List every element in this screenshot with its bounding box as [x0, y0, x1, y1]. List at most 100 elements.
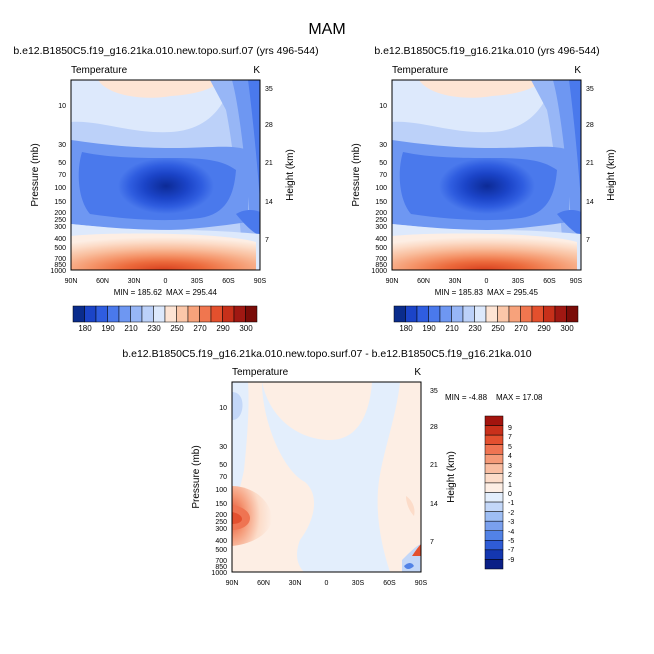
colorbar-swatch — [531, 305, 544, 323]
y-tick-label: 300 — [54, 224, 66, 231]
figure-title: MAM — [308, 21, 345, 38]
colorbar-swatch — [484, 434, 504, 445]
colorbar-swatch — [416, 305, 429, 323]
colorbar-label: 300 — [239, 324, 253, 333]
x-tick-label: 60N — [96, 278, 109, 285]
y2-tick-label: 7 — [265, 237, 269, 244]
y2-tick-label: 28 — [265, 122, 273, 129]
colorbar-swatch — [164, 305, 177, 323]
y-tick-label: 150 — [54, 199, 66, 206]
y2-tick-label: 21 — [265, 160, 273, 167]
colorbar-label: -5 — [508, 538, 514, 545]
colorbar-label: 210 — [445, 324, 459, 333]
x-tick-label: 30S — [512, 278, 525, 285]
y-tick-label: 500 — [215, 547, 227, 554]
y-tick-label: 500 — [375, 245, 387, 252]
colorbar-swatch — [72, 305, 85, 323]
panel-1-title: b.e12.B1850C5.f19_g16.21ka.010.new.topo.… — [13, 45, 318, 57]
colorbar-swatch — [84, 305, 97, 323]
y-tick-label: 70 — [379, 172, 387, 179]
y-tick-label: 400 — [54, 236, 66, 243]
panel-3-max: MAX = 17.08 — [496, 393, 543, 402]
panel-3-field — [232, 382, 421, 572]
colorbar-swatch — [95, 305, 108, 323]
y-tick-label: 250 — [375, 217, 387, 224]
colorbar-label: 3 — [508, 463, 512, 470]
panel-2-y2label: Height (km) — [606, 149, 617, 201]
colorbar-label: 290 — [537, 324, 551, 333]
panel-3-y2label: Height (km) — [446, 451, 457, 503]
colorbar-swatch — [484, 549, 504, 560]
colorbar-swatch — [405, 305, 418, 323]
colorbar-swatch — [141, 305, 154, 323]
panel-1: b.e12.B1850C5.f19_g16.21ka.010.new.topo.… — [13, 45, 318, 297]
colorbar-swatch — [484, 463, 504, 474]
x-tick-label: 0 — [164, 278, 168, 285]
y2-tick-label: 14 — [265, 199, 273, 206]
colorbar-label: 9 — [508, 425, 512, 432]
x-tick-label: 60N — [417, 278, 430, 285]
colorbar-swatch — [199, 305, 212, 323]
y2-tick-label: 7 — [430, 539, 434, 546]
y-tick-label: 150 — [215, 501, 227, 508]
y-tick-label: 10 — [379, 103, 387, 110]
colorbar-label: 270 — [514, 324, 528, 333]
colorbar-label: 4 — [508, 453, 512, 460]
colorbar-swatch — [484, 444, 504, 455]
colorbar-label: -3 — [508, 519, 514, 526]
x-tick-label: 90N — [386, 278, 399, 285]
panel-1-units: K — [253, 65, 260, 76]
colorbar-label: 1 — [508, 482, 512, 489]
panel-1-y2-ticks: 35 28 21 14 7 — [265, 86, 273, 244]
y-tick-label: 50 — [219, 462, 227, 469]
colorbar-swatch — [484, 559, 504, 570]
y-tick-label: 850 — [375, 262, 387, 269]
panel-2-ylabel: Pressure (mb) — [351, 143, 362, 206]
colorbar-label: 300 — [560, 324, 574, 333]
x-tick-label: 90S — [415, 580, 428, 587]
panel-2-y2-ticks: 35 28 21 14 7 — [586, 86, 594, 244]
panel-2-field — [392, 80, 581, 270]
colorbar-panel-1-labels: 180 190 210 230 250 270 290 300 — [78, 324, 253, 333]
y-tick-label: 30 — [379, 142, 387, 149]
panel-3-units: K — [414, 367, 421, 378]
colorbar-swatch — [484, 454, 504, 465]
colorbar-swatch — [485, 305, 498, 323]
panel-1-ylabel: Pressure (mb) — [30, 143, 41, 206]
colorbar-label: 2 — [508, 472, 512, 479]
colorbar-swatch — [484, 482, 504, 493]
y2-tick-label: 21 — [430, 462, 438, 469]
x-tick-label: 30N — [128, 278, 141, 285]
colorbar-swatch — [439, 305, 452, 323]
colorbar-swatch — [222, 305, 235, 323]
colorbar-label: 290 — [216, 324, 230, 333]
colorbar-swatch — [245, 305, 258, 323]
colorbar-swatch — [520, 305, 533, 323]
y2-tick-label: 35 — [586, 86, 594, 93]
y-tick-label: 700 — [54, 256, 66, 263]
y-tick-label: 50 — [58, 160, 66, 167]
x-tick-label: 90N — [65, 278, 78, 285]
y-tick-label: 850 — [54, 262, 66, 269]
panel-1-y-ticks: 10 30 50 70 100 150 200 250 300 400 500 … — [50, 103, 66, 275]
panel-1-variable: Temperature — [71, 65, 128, 76]
x-tick-label: 90N — [226, 580, 239, 587]
colorbar-panel-2-labels: 180 190 210 230 250 270 290 300 — [399, 324, 574, 333]
panel-1-field — [71, 80, 260, 270]
y-tick-label: 1000 — [50, 268, 66, 275]
x-tick-label: 60S — [543, 278, 556, 285]
x-tick-label: 30S — [191, 278, 204, 285]
x-tick-label: 60N — [257, 580, 270, 587]
colorbar-swatch — [484, 501, 504, 512]
colorbar-label: 230 — [468, 324, 482, 333]
y2-tick-label: 28 — [586, 122, 594, 129]
colorbar-label: 180 — [78, 324, 92, 333]
y2-tick-label: 14 — [586, 199, 594, 206]
colorbar-label: -4 — [508, 529, 514, 536]
x-tick-label: 0 — [485, 278, 489, 285]
panel-1-x-ticks: 90N 60N 30N 0 30S 60S 90S — [65, 278, 267, 285]
colorbar-swatch — [497, 305, 510, 323]
y-tick-label: 100 — [375, 185, 387, 192]
y2-tick-label: 28 — [430, 424, 438, 431]
